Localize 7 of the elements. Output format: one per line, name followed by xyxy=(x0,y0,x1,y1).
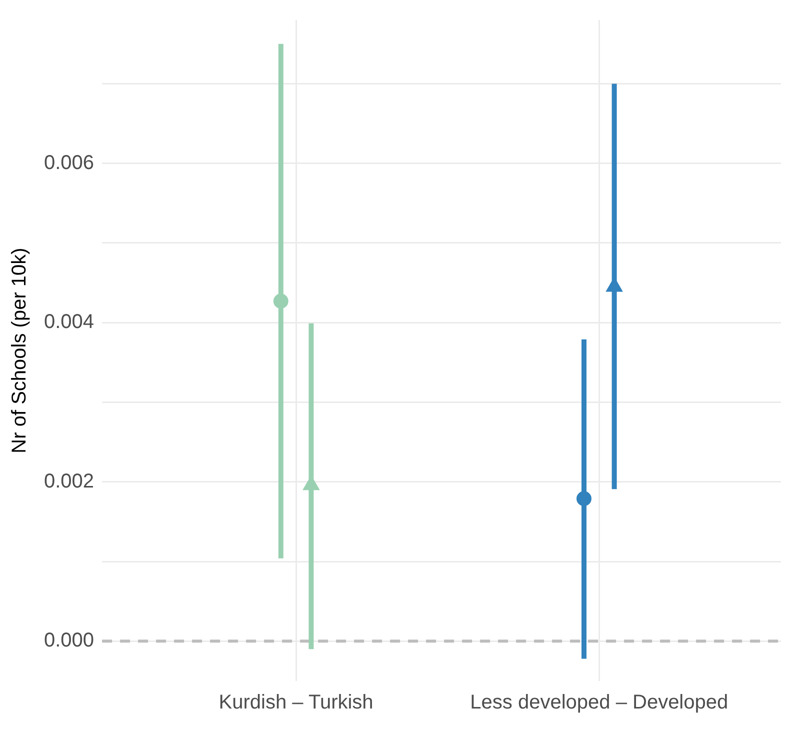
x-tick-label: Less developed – Developed xyxy=(470,692,728,714)
y-tick-label: 0.004 xyxy=(44,311,94,334)
y-tick-label: 0.000 xyxy=(44,630,94,652)
y-axis-title: Nr of Schools (per 10k) xyxy=(8,248,31,454)
y-tick-label: 0.006 xyxy=(44,152,94,174)
y-tick-label: 0.002 xyxy=(44,470,94,492)
x-tick-label: Kurdish – Turkish xyxy=(218,692,374,714)
